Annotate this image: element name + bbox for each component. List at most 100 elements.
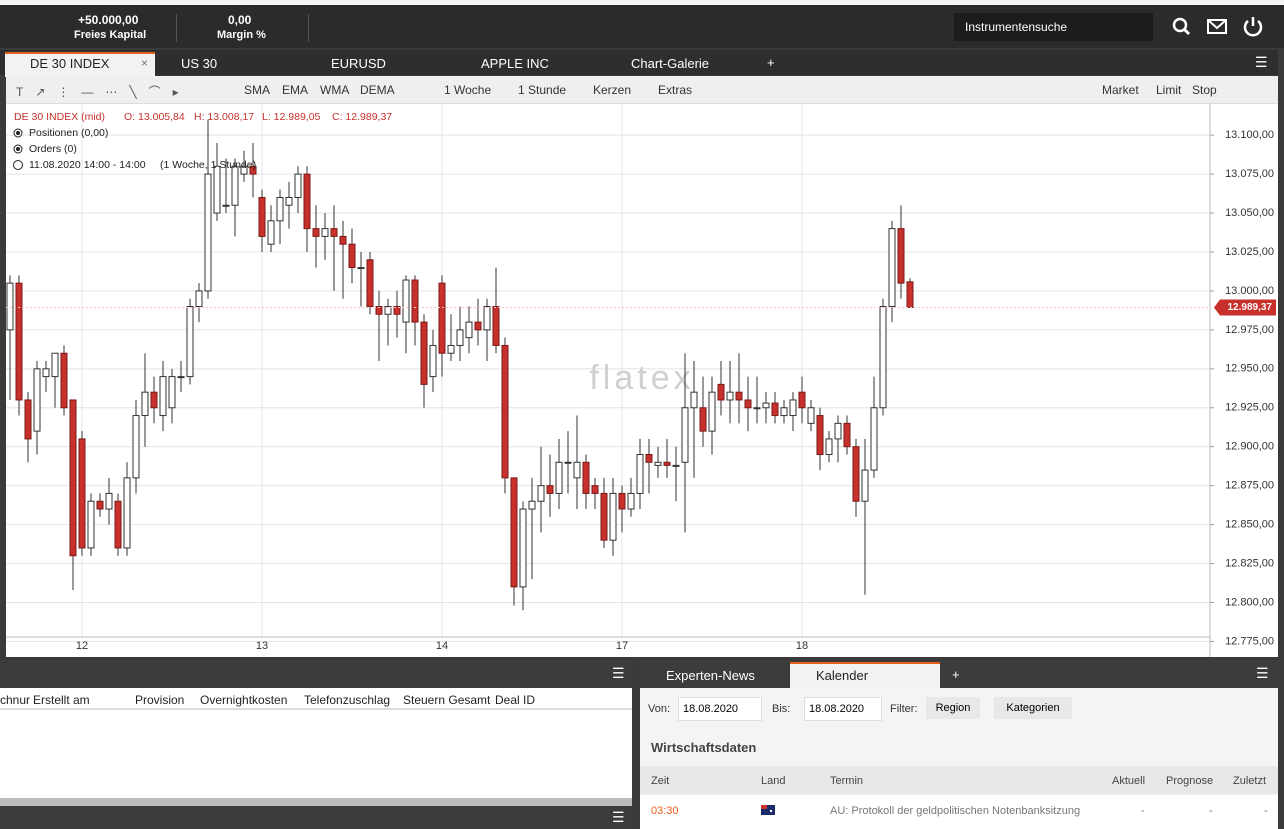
header: +50.000,00 Freies Kapital 0,00 Margin % … <box>0 5 1284 48</box>
candle-body <box>834 422 842 440</box>
candle-body <box>474 321 482 331</box>
candle-body <box>663 461 671 466</box>
candle-body <box>654 461 662 466</box>
column-header[interactable]: Deal ID <box>495 693 536 707</box>
news-body: Von: 18.08.2020 Bis: 18.08.2020 Filter: … <box>640 688 1278 829</box>
candle-body <box>42 368 50 378</box>
news-header: Experten-News Kalender + ☰ <box>640 660 1278 689</box>
candle-body <box>708 391 716 432</box>
order-button[interactable]: Stop <box>1192 83 1217 97</box>
filter-button[interactable]: Region <box>926 697 980 719</box>
candle-body <box>528 500 536 510</box>
separator <box>308 14 309 42</box>
candle-body <box>789 399 797 417</box>
candle-body <box>240 165 248 175</box>
candle-body <box>546 485 554 494</box>
candle-body <box>249 165 257 175</box>
column-header[interactable]: Provision <box>135 693 185 707</box>
candle-body <box>159 376 167 417</box>
indicator[interactable]: DEMA <box>360 83 395 97</box>
tab-add[interactable]: + <box>952 667 960 682</box>
price-tag-label: 12.989,37 <box>1228 302 1273 313</box>
cell-previous: - <box>1264 805 1268 817</box>
candle-body <box>348 243 356 269</box>
tab[interactable]: Chart-Galerie <box>631 56 710 71</box>
tab[interactable]: EURUSD <box>331 56 386 71</box>
drawing-tools[interactable]: T↗⋮—⋯╲⌒▸ <box>16 85 191 99</box>
candle-body <box>771 402 779 417</box>
separator <box>176 14 177 42</box>
candle-body <box>492 306 500 346</box>
tab[interactable]: DE 30 INDEX <box>30 56 110 71</box>
search-box[interactable]: Instrumentensuche <box>954 13 1153 41</box>
tab[interactable]: APPLE INC <box>481 56 549 71</box>
date-input[interactable]: 18.08.2020 <box>804 697 882 721</box>
candle-body <box>618 492 626 510</box>
y-tick-label: 12.900,00 <box>1225 441 1274 453</box>
margin-value: 0,00 <box>228 13 252 27</box>
order-button[interactable]: Limit <box>1156 83 1182 97</box>
candle-body <box>132 415 140 479</box>
candle-body <box>483 306 491 331</box>
tab-active[interactable] <box>5 52 155 77</box>
indicator[interactable]: EMA <box>282 83 309 97</box>
order-button[interactable]: Market <box>1102 83 1139 97</box>
column-header[interactable]: Steuern Gesamt <box>403 693 491 707</box>
candle-body <box>816 415 824 455</box>
column-header[interactable]: chnur <box>0 693 31 707</box>
candle-body <box>402 279 410 323</box>
radio <box>13 144 23 154</box>
candle-body <box>87 500 95 549</box>
candle-body <box>879 306 887 409</box>
y-tick-label: 13.100,00 <box>1225 129 1274 141</box>
y-tick-label: 13.050,00 <box>1225 207 1274 219</box>
menu[interactable]: ☰ <box>612 809 625 825</box>
tab-close[interactable]: × <box>141 56 149 70</box>
filter-button[interactable]: Kategorien <box>994 697 1072 719</box>
menu[interactable]: ☰ <box>1256 665 1269 681</box>
date-input[interactable]: 18.08.2020 <box>678 697 762 721</box>
candle-body <box>843 422 851 448</box>
setting[interactable]: 1 Woche <box>444 83 492 97</box>
setting[interactable]: Kerzen <box>593 83 632 97</box>
tab-add[interactable]: + <box>767 55 775 70</box>
candle-body <box>105 492 113 510</box>
candle-body <box>186 306 194 378</box>
indicator[interactable]: WMA <box>320 83 350 97</box>
table-row[interactable] <box>640 795 1278 829</box>
section-title: Wirtschaftsdaten <box>651 740 757 755</box>
candle-body <box>366 259 374 308</box>
candle-body <box>141 391 149 417</box>
candle-body <box>114 500 122 549</box>
tab[interactable]: US 30 <box>181 56 218 71</box>
candle-body <box>717 383 725 401</box>
cell-actual: - <box>1141 805 1145 817</box>
candle-body <box>303 173 311 230</box>
y-tick-label: 12.950,00 <box>1225 363 1274 375</box>
candle-body <box>375 306 383 315</box>
setting[interactable]: 1 Stunde <box>518 83 567 97</box>
column-header[interactable]: Telefonzuschlag <box>304 693 391 707</box>
cell-time: 03:30 <box>651 805 679 817</box>
menu[interactable]: ☰ <box>1255 54 1268 70</box>
candle-body <box>429 344 437 378</box>
column-header[interactable]: Overnightkosten <box>200 693 288 707</box>
setting[interactable]: Extras <box>658 83 693 97</box>
cell-forecast: - <box>1209 805 1213 817</box>
candle-body <box>330 228 338 237</box>
column-header: Land <box>761 775 786 787</box>
toolbar: T↗⋮—⋯╲⌒▸ SMA EMA WMA DEMA 1 Woche 1 Stun… <box>6 76 1278 104</box>
indicator[interactable]: SMA <box>244 83 271 97</box>
candle-body <box>438 282 446 354</box>
candle-body <box>465 321 473 339</box>
tab[interactable]: Experten-News <box>666 668 755 683</box>
tab[interactable]: Kalender <box>816 668 869 683</box>
column-header[interactable]: Erstellt am <box>33 693 90 707</box>
candle-body <box>573 461 581 479</box>
tab-active[interactable] <box>790 662 940 689</box>
header-icons <box>1172 17 1263 37</box>
x-tick-label: 17 <box>616 640 628 652</box>
menu[interactable]: ☰ <box>612 665 625 681</box>
candle-body <box>33 368 41 432</box>
scrollbar <box>0 798 632 806</box>
